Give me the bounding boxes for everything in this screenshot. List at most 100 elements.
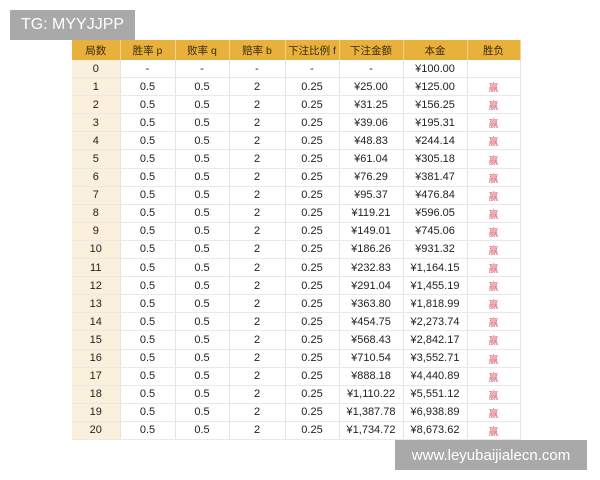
cell-round: 7 (72, 186, 121, 205)
cell-round: 20 (72, 421, 121, 440)
header-result: 胜负 (467, 40, 521, 60)
cell-lose-rate: 0.5 (175, 77, 230, 97)
cell-win-rate: 0.5 (120, 403, 176, 422)
table-row: 6 0.5 0.5 2 0.25 ¥76.29 ¥381.47 赢 (72, 168, 521, 187)
cell-bet-fraction: 0.25 (285, 131, 340, 151)
cell-lose-rate: 0.5 (175, 222, 230, 241)
cell-result: 赢 (467, 222, 521, 241)
table-row: 1 0.5 0.5 2 0.25 ¥25.00 ¥125.00 赢 (72, 77, 521, 97)
cell-bet-amount: ¥1,110.22 (339, 385, 404, 404)
cell-lose-rate: 0.5 (175, 113, 230, 133)
cell-bet-amount: ¥61.04 (339, 149, 404, 169)
cell-lose-rate: 0.5 (175, 240, 230, 260)
cell-bet-amount: ¥76.29 (339, 168, 404, 187)
cell-lose-rate: 0.5 (175, 186, 230, 205)
cell-result: 赢 (467, 349, 521, 368)
cell-lose-rate: 0.5 (175, 294, 230, 314)
cell-bet-fraction: 0.25 (285, 330, 340, 350)
cell-result: 赢 (467, 113, 521, 133)
cell-win-rate: 0.5 (120, 77, 176, 97)
table-row: 17 0.5 0.5 2 0.25 ¥888.18 ¥4,440.89 赢 (72, 367, 521, 386)
cell-win-rate: 0.5 (120, 312, 176, 332)
cell-bet-fraction: 0.25 (285, 349, 340, 368)
cell-round: 12 (72, 276, 121, 296)
cell-lose-rate: 0.5 (175, 168, 230, 187)
cell-bet-amount: ¥25.00 (339, 77, 404, 97)
table-row: 14 0.5 0.5 2 0.25 ¥454.75 ¥2,273.74 赢 (72, 312, 521, 332)
cell-bankroll: ¥2,273.74 (403, 312, 468, 332)
cell-bet-fraction: - (285, 60, 340, 79)
cell-bet-amount: ¥39.06 (339, 113, 404, 133)
table-row: 4 0.5 0.5 2 0.25 ¥48.83 ¥244.14 赢 (72, 131, 521, 151)
cell-win-rate: 0.5 (120, 240, 176, 260)
cell-bet-fraction: 0.25 (285, 312, 340, 332)
cell-win-rate: 0.5 (120, 131, 176, 151)
cell-odds: 2 (229, 240, 286, 260)
cell-bet-amount: ¥568.43 (339, 330, 404, 350)
table-header: 局数 胜率 p 败率 q 赔率 b 下注比例 f 下注金额 本金 胜负 (72, 40, 521, 60)
cell-bankroll: ¥381.47 (403, 168, 468, 187)
cell-bankroll: ¥244.14 (403, 131, 468, 151)
cell-result: 赢 (467, 258, 521, 278)
header-round: 局数 (72, 40, 121, 60)
cell-odds: 2 (229, 113, 286, 133)
cell-odds: 2 (229, 77, 286, 97)
cell-result: 赢 (467, 77, 521, 97)
cell-bet-fraction: 0.25 (285, 168, 340, 187)
cell-bet-amount: ¥48.83 (339, 131, 404, 151)
cell-lose-rate: 0.5 (175, 258, 230, 278)
cell-round: 5 (72, 149, 121, 169)
table-row: 0- - - - - ¥100.00 (72, 60, 521, 79)
cell-odds: 2 (229, 131, 286, 151)
header-win-rate: 胜率 p (120, 40, 176, 60)
cell-lose-rate: 0.5 (175, 131, 230, 151)
cell-lose-rate: 0.5 (175, 330, 230, 350)
cell-bet-amount: ¥95.37 (339, 186, 404, 205)
cell-bet-fraction: 0.25 (285, 276, 340, 296)
cell-bankroll: ¥3,552.71 (403, 349, 468, 368)
cell-bankroll: ¥1,455.19 (403, 276, 468, 296)
cell-win-rate: 0.5 (120, 168, 176, 187)
cell-lose-rate: 0.5 (175, 149, 230, 169)
cell-bankroll: ¥6,938.89 (403, 403, 468, 422)
cell-bet-amount: ¥1,387.78 (339, 403, 404, 422)
cell-bet-amount: ¥149.01 (339, 222, 404, 241)
cell-result: 赢 (467, 240, 521, 260)
cell-result: 赢 (467, 367, 521, 386)
cell-result: 赢 (467, 330, 521, 350)
kelly-betting-table: 局数 胜率 p 败率 q 赔率 b 下注比例 f 下注金额 本金 胜负 0- - - - - ¥100.… (72, 40, 521, 440)
cell-bankroll: ¥100.00 (403, 60, 468, 79)
cell-bet-amount: ¥454.75 (339, 312, 404, 332)
cell-bet-amount: ¥31.25 (339, 95, 404, 115)
cell-round: 19 (72, 403, 121, 422)
cell-result: 赢 (467, 204, 521, 223)
cell-round: 9 (72, 222, 121, 241)
cell-result: 赢 (467, 294, 521, 314)
cell-odds: 2 (229, 258, 286, 278)
cell-odds: 2 (229, 403, 286, 422)
cell-result (467, 60, 521, 79)
cell-odds: 2 (229, 421, 286, 440)
cell-round: 2 (72, 95, 121, 115)
cell-bet-fraction: 0.25 (285, 385, 340, 404)
table-row: 8 0.5 0.5 2 0.25 ¥119.21 ¥596.05 赢 (72, 204, 521, 223)
cell-win-rate: 0.5 (120, 222, 176, 241)
cell-bet-fraction: 0.25 (285, 258, 340, 278)
cell-odds: 2 (229, 330, 286, 350)
cell-odds: 2 (229, 276, 286, 296)
cell-round: 17 (72, 367, 121, 386)
cell-round: 8 (72, 204, 121, 223)
header-odds: 赔率 b (229, 40, 286, 60)
cell-bet-fraction: 0.25 (285, 95, 340, 115)
cell-round: 1 (72, 77, 121, 97)
cell-bankroll: ¥305.18 (403, 149, 468, 169)
cell-round: 15 (72, 330, 121, 350)
header-bet-fraction: 下注比例 f (285, 40, 340, 60)
cell-bankroll: ¥1,164.15 (403, 258, 468, 278)
cell-win-rate: 0.5 (120, 385, 176, 404)
cell-bankroll: ¥745.06 (403, 222, 468, 241)
watermark-url: www.leyubaijialecn.com (395, 440, 587, 470)
cell-bet-amount: - (339, 60, 404, 79)
cell-win-rate: 0.5 (120, 349, 176, 368)
cell-bet-fraction: 0.25 (285, 367, 340, 386)
